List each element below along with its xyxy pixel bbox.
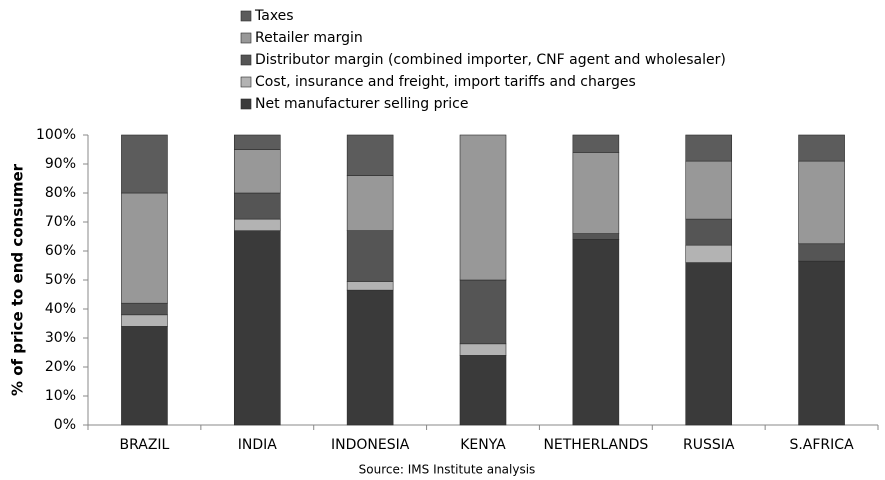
bar-segment <box>459 355 507 426</box>
bar-segment <box>121 134 168 194</box>
legend-label: Retailer margin <box>255 30 363 46</box>
y-tick-label: 60% <box>45 243 76 259</box>
bar-segment <box>459 279 507 345</box>
x-tick-label: S.AFRICA <box>789 437 854 453</box>
bar-segment <box>798 134 845 162</box>
bar-segment <box>685 134 733 162</box>
bar-segment <box>459 134 507 281</box>
y-tick-label: 80% <box>45 185 76 201</box>
legend-swatch <box>240 76 252 88</box>
x-tick-label: NETHERLANDS <box>543 437 648 453</box>
bar-segment <box>798 160 845 245</box>
bar-segment <box>346 134 394 176</box>
bar-segment <box>121 326 168 426</box>
bar-segment <box>572 152 620 234</box>
bar-segment <box>346 281 394 291</box>
source-note: Source: IMS Institute analysis <box>359 463 536 477</box>
bar-segment <box>346 230 394 282</box>
y-tick-label: 70% <box>45 214 76 230</box>
x-tick-label: INDONESIA <box>331 437 410 453</box>
legend-label: Cost, insurance and freight, import tari… <box>255 74 636 90</box>
bar-segment <box>233 218 281 232</box>
legend-swatch <box>240 54 252 66</box>
x-tick-label: RUSSIA <box>683 437 735 453</box>
bar-segment <box>121 192 168 304</box>
bar-segment <box>233 192 281 220</box>
legend-label: Net manufacturer selling price <box>255 96 468 112</box>
bar-segment <box>572 239 620 426</box>
y-axis-label: % of price to end consumer <box>9 163 27 396</box>
legend-label: Distributor margin (combined importer, C… <box>255 52 726 68</box>
y-tick-label: 30% <box>45 330 76 346</box>
bar-segment <box>572 233 620 240</box>
legend-label: Taxes <box>254 8 294 24</box>
y-tick-label: 40% <box>45 301 76 317</box>
bar-segment <box>121 314 168 327</box>
bar-segment <box>798 243 845 262</box>
y-tick-label: 0% <box>54 417 76 433</box>
x-tick-label: BRAZIL <box>119 437 169 453</box>
legend-swatch <box>240 32 252 44</box>
bar-segment <box>572 134 620 153</box>
y-tick-label: 90% <box>45 156 76 172</box>
x-tick-label: INDIA <box>238 437 278 453</box>
bar-segment <box>685 218 733 246</box>
bar-segment <box>459 343 507 356</box>
bar-segment <box>685 160 733 220</box>
y-tick-label: 50% <box>45 272 76 288</box>
x-tick-label: KENYA <box>460 437 506 453</box>
bar-segment <box>233 134 281 150</box>
bar-segment <box>798 260 845 426</box>
bar-segment <box>346 175 394 232</box>
y-tick-label: 100% <box>36 127 76 143</box>
bar-segment <box>233 230 281 426</box>
legend-swatch <box>240 98 252 110</box>
y-tick-label: 10% <box>45 388 76 404</box>
legend-swatch <box>240 10 252 22</box>
bar-segment <box>685 244 733 263</box>
y-tick-label: 20% <box>45 359 76 375</box>
bar-segment <box>121 302 168 316</box>
bar-segment <box>346 289 394 426</box>
bar-segment <box>233 149 281 194</box>
bar-segment <box>685 262 733 426</box>
